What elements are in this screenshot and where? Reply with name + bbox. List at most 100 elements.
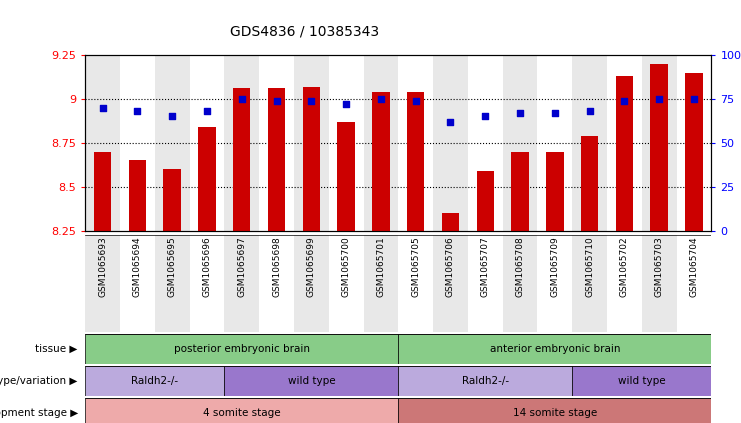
Point	[270, 97, 282, 104]
Bar	[642, 55, 677, 231]
Bar	[572, 366, 711, 396]
Bar	[155, 235, 190, 332]
Bar	[511, 151, 529, 231]
Text: GSM1065695: GSM1065695	[167, 237, 176, 297]
Bar	[537, 55, 572, 231]
Point	[201, 108, 213, 115]
Bar	[372, 92, 390, 231]
Bar	[607, 55, 642, 231]
Bar	[364, 55, 398, 231]
Bar	[190, 55, 225, 231]
Bar	[259, 235, 294, 332]
Bar	[259, 55, 294, 231]
Point	[340, 101, 352, 107]
Text: GSM1065704: GSM1065704	[689, 237, 699, 297]
Point	[514, 110, 526, 116]
Bar	[399, 55, 433, 231]
Text: GSM1065705: GSM1065705	[411, 237, 420, 297]
Bar	[120, 55, 155, 231]
Bar	[616, 76, 633, 231]
Bar	[94, 151, 111, 231]
Bar	[607, 235, 642, 332]
Point	[479, 113, 491, 120]
Bar	[581, 136, 598, 231]
Bar	[546, 151, 563, 231]
Bar	[399, 398, 711, 423]
Text: GSM1065710: GSM1065710	[585, 237, 594, 297]
Bar	[294, 55, 329, 231]
Bar	[433, 235, 468, 332]
Text: 14 somite stage: 14 somite stage	[513, 408, 597, 418]
Bar	[199, 127, 216, 231]
Bar	[407, 92, 425, 231]
Bar	[85, 398, 399, 423]
Text: anterior embryonic brain: anterior embryonic brain	[490, 344, 620, 354]
Text: 4 somite stage: 4 somite stage	[203, 408, 281, 418]
Bar	[85, 235, 120, 332]
Text: GSM1065702: GSM1065702	[620, 237, 629, 297]
Bar	[537, 235, 572, 332]
Text: GSM1065706: GSM1065706	[446, 237, 455, 297]
Bar	[502, 55, 537, 231]
Bar	[120, 235, 155, 332]
Point	[410, 97, 422, 104]
Bar	[85, 366, 225, 396]
Point	[688, 96, 700, 102]
Point	[96, 104, 108, 111]
Text: tissue ▶: tissue ▶	[36, 344, 78, 354]
Bar	[642, 235, 677, 332]
Text: posterior embryonic brain: posterior embryonic brain	[173, 344, 310, 354]
Bar	[294, 235, 329, 332]
Text: GSM1065703: GSM1065703	[655, 237, 664, 297]
Text: development stage ▶: development stage ▶	[0, 408, 78, 418]
Text: GSM1065699: GSM1065699	[307, 237, 316, 297]
Point	[654, 96, 665, 102]
Text: GSM1065693: GSM1065693	[98, 237, 107, 297]
Text: GDS4836 / 10385343: GDS4836 / 10385343	[230, 24, 379, 38]
Bar	[85, 334, 399, 364]
Bar	[364, 235, 398, 332]
Text: GSM1065700: GSM1065700	[342, 237, 350, 297]
Point	[131, 108, 143, 115]
Bar	[302, 87, 320, 231]
Bar	[225, 235, 259, 332]
Point	[584, 108, 596, 115]
Text: GSM1065701: GSM1065701	[376, 237, 385, 297]
Bar	[572, 55, 607, 231]
Text: GSM1065708: GSM1065708	[516, 237, 525, 297]
Bar	[329, 55, 364, 231]
Bar	[651, 64, 668, 231]
Bar	[399, 334, 711, 364]
Text: Raldh2-/-: Raldh2-/-	[462, 376, 509, 386]
Bar	[433, 55, 468, 231]
Bar	[329, 235, 364, 332]
Bar	[129, 160, 146, 231]
Bar	[476, 171, 494, 231]
Point	[305, 97, 317, 104]
Bar	[164, 169, 181, 231]
Bar	[85, 55, 120, 231]
Bar	[502, 235, 537, 332]
Text: wild type: wild type	[618, 376, 665, 386]
Bar	[233, 88, 250, 231]
Bar	[190, 235, 225, 332]
Bar	[268, 88, 285, 231]
Bar	[685, 73, 702, 231]
Text: Raldh2-/-: Raldh2-/-	[131, 376, 179, 386]
Bar	[155, 55, 190, 231]
Point	[375, 96, 387, 102]
Text: GSM1065694: GSM1065694	[133, 237, 142, 297]
Text: GSM1065709: GSM1065709	[551, 237, 559, 297]
Bar	[572, 235, 607, 332]
Bar	[468, 235, 502, 332]
Bar	[442, 213, 459, 231]
Point	[166, 113, 178, 120]
Bar	[677, 235, 711, 332]
Text: GSM1065696: GSM1065696	[202, 237, 211, 297]
Text: GSM1065697: GSM1065697	[237, 237, 246, 297]
Point	[445, 118, 456, 125]
Bar	[337, 122, 355, 231]
Point	[619, 97, 631, 104]
Bar	[677, 55, 711, 231]
Text: GSM1065698: GSM1065698	[272, 237, 281, 297]
